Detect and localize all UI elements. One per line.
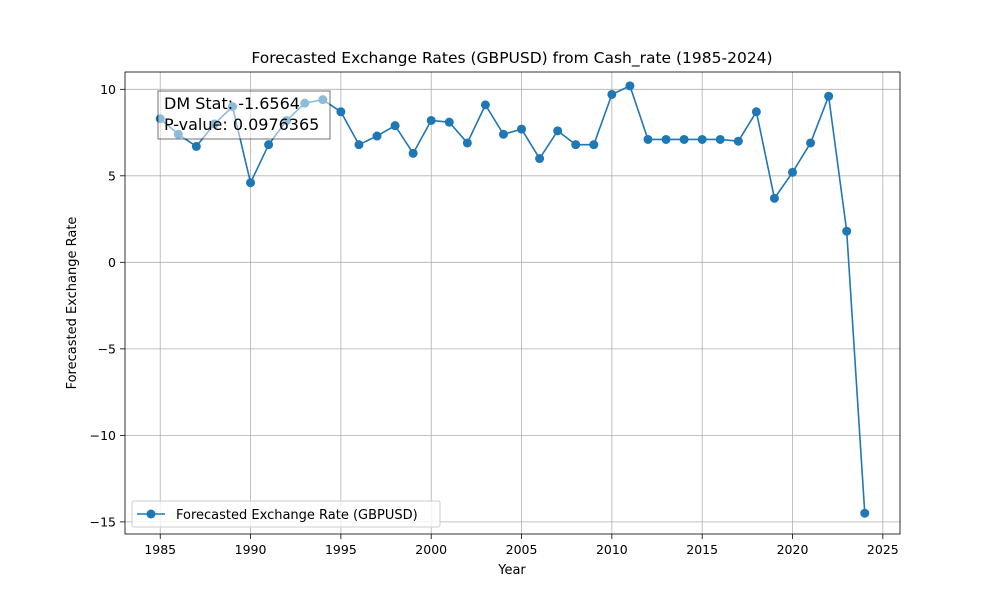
data-point	[246, 178, 256, 188]
y-axis-label: Forecasted Exchange Rate	[65, 217, 80, 390]
dm-stat-annotation: DM Stat: -1.6564 P-value: 0.0976365	[157, 90, 331, 140]
y-tick-label: −15	[90, 514, 116, 529]
x-tick-label: 1990	[235, 542, 267, 557]
legend-label: Forecasted Exchange Rate (GBPUSD)	[176, 508, 418, 523]
data-point	[191, 141, 201, 151]
data-point	[462, 138, 472, 148]
data-point	[715, 134, 725, 144]
data-point	[769, 193, 779, 203]
data-point	[697, 134, 707, 144]
data-point	[751, 107, 761, 117]
data-point	[842, 226, 852, 236]
data-point	[571, 140, 581, 150]
x-tick-label: 2000	[415, 542, 447, 557]
data-point	[498, 129, 508, 139]
annotation-p-value: P-value: 0.0976365	[164, 115, 319, 134]
data-point	[264, 140, 274, 150]
legend: Forecasted Exchange Rate (GBPUSD)	[131, 500, 441, 528]
data-point	[661, 134, 671, 144]
series-layer	[155, 81, 870, 518]
x-tick-label: 2015	[686, 542, 718, 557]
plot-frame	[124, 71, 901, 535]
y-tick-label: −10	[90, 428, 116, 443]
y-tick-label: 10	[100, 82, 116, 97]
series-line	[159, 85, 866, 514]
data-point	[643, 134, 653, 144]
data-point	[535, 154, 545, 164]
ticks: 1985 1990 1995 2000 2005 2010 2015 2020 2025 −15 −…	[90, 82, 899, 557]
x-tick-label: 2010	[596, 542, 628, 557]
data-point	[553, 126, 563, 136]
data-point	[336, 107, 346, 117]
y-tick-label: 0	[108, 255, 116, 270]
data-point	[860, 508, 870, 518]
data-point	[372, 131, 382, 141]
data-point	[444, 117, 454, 127]
x-axis-label: Year	[497, 563, 526, 578]
x-tick-label: 2025	[867, 542, 899, 557]
data-point	[733, 136, 743, 146]
data-point	[607, 89, 617, 99]
axes	[124, 71, 901, 535]
data-point	[625, 81, 635, 91]
x-tick-label: 1995	[325, 542, 357, 557]
data-point	[824, 91, 834, 101]
data-point	[679, 134, 689, 144]
annotation-box	[157, 90, 331, 140]
x-tick-label: 2020	[777, 542, 809, 557]
x-tick-label: 2005	[506, 542, 538, 557]
legend-box	[131, 500, 441, 528]
data-point	[806, 138, 816, 148]
chart-title: Forecasted Exchange Rates (GBPUSD) from …	[251, 49, 772, 68]
data-point	[390, 121, 400, 131]
data-point	[589, 140, 599, 150]
x-tick-label: 1985	[144, 542, 176, 557]
data-point	[480, 100, 490, 110]
data-point	[788, 167, 798, 177]
legend-marker-swatch	[146, 509, 156, 519]
data-point	[408, 148, 418, 158]
data-point	[517, 124, 527, 134]
annotation-dm-stat: DM Stat: -1.6564	[164, 94, 300, 113]
data-point	[354, 140, 364, 150]
y-tick-label: 5	[108, 168, 116, 183]
data-point	[426, 115, 436, 125]
grid-lines	[125, 72, 900, 534]
y-tick-label: −5	[98, 341, 116, 356]
